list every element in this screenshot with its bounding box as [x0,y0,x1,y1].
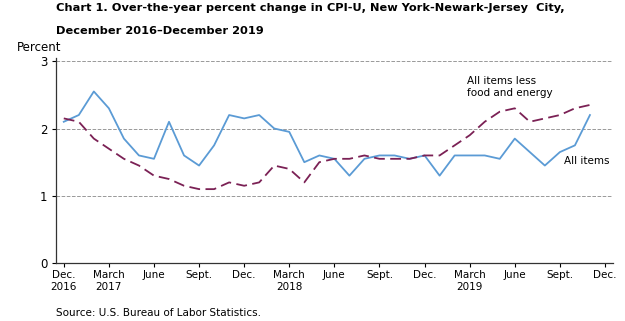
Text: Percent: Percent [18,41,62,54]
Text: All items less
food and energy: All items less food and energy [467,76,552,98]
Text: Chart 1. Over-the-year percent change in CPI-U, New York-Newark-Jersey  City,: Chart 1. Over-the-year percent change in… [56,3,565,13]
Text: All items: All items [564,156,610,166]
Text: Source: U.S. Bureau of Labor Statistics.: Source: U.S. Bureau of Labor Statistics. [56,308,261,318]
Text: December 2016–December 2019: December 2016–December 2019 [56,26,264,36]
